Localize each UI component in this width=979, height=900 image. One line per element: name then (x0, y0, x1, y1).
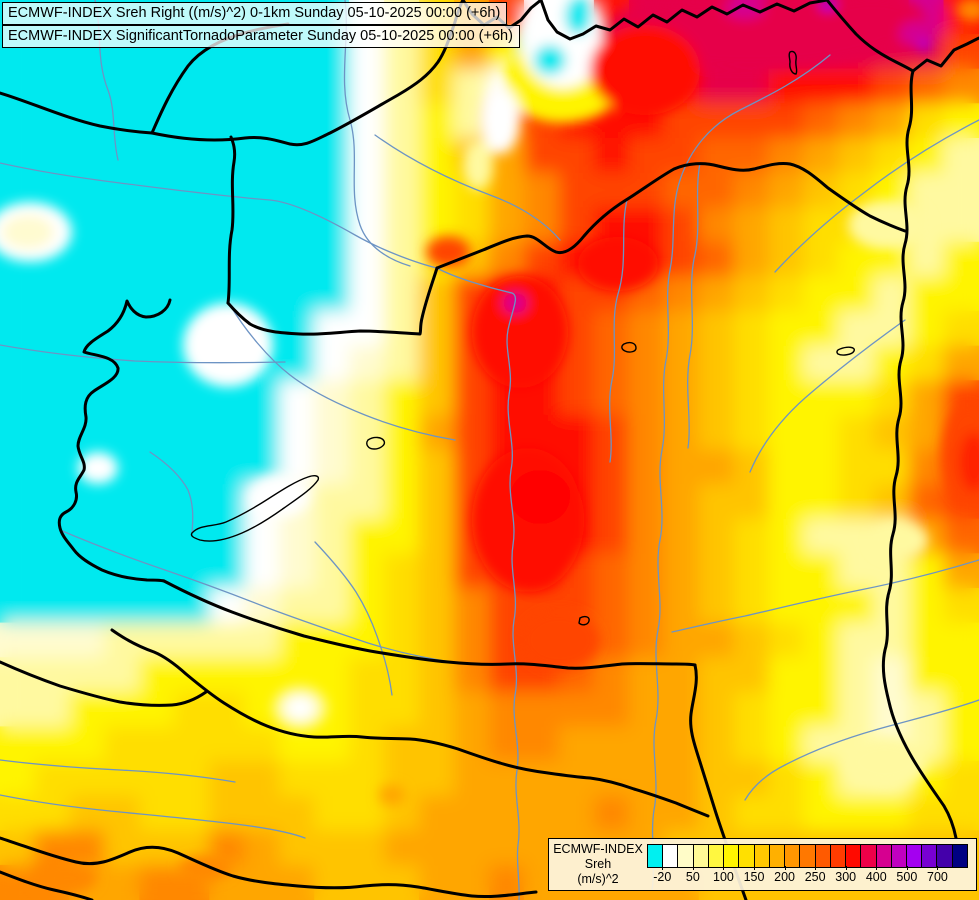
legend-tick-label: 200 (774, 870, 795, 884)
legend-tick-label: -20 (653, 870, 672, 884)
legend-tick (692, 866, 694, 870)
legend-tick (754, 866, 755, 870)
legend-tick-label: 700 (926, 870, 948, 884)
legend-tick-label: 50 (685, 870, 700, 884)
color-scale-legend: ECMWF-INDEX Sreh (m/s)^2 -20 50 100 150 200 2… (548, 838, 977, 891)
legend-title: ECMWF-INDEX Sreh (m/s)^2 (549, 842, 647, 887)
legend-tick (784, 866, 786, 870)
legend-tick (662, 866, 664, 870)
title-line-sreh: ECMWF-INDEX Sreh Right ((m/s)^2) 0-1km S… (2, 2, 508, 25)
legend-colorbar (647, 844, 968, 868)
legend-tick-label: 400 (865, 870, 887, 884)
legend-tick-label: 100 (712, 870, 734, 884)
legend-tick-labels: -20 50 100 150 200 250 300 400 500 700 (549, 839, 976, 890)
legend-color-cell (951, 844, 968, 868)
legend-tick (845, 866, 847, 870)
legend-tick-label: 150 (743, 870, 765, 884)
legend-title-parameter: Sreh (584, 857, 612, 871)
legend-tick (906, 866, 908, 870)
legend-tick-label: 500 (896, 870, 918, 884)
legend-tick-label: 250 (804, 870, 826, 884)
legend-tick (937, 866, 939, 870)
legend-tick-label: 300 (835, 870, 857, 884)
lake-outlines (190, 50, 856, 626)
legend-title-model: ECMWF-INDEX (553, 842, 643, 856)
legend-tick (815, 866, 817, 870)
title-line-tornado-parameter: ECMWF-INDEX SignificantTornadoParameter … (2, 25, 520, 48)
legend-tick (876, 866, 878, 870)
title-box: ECMWF-INDEX Sreh Right ((m/s)^2) 0-1km S… (2, 2, 520, 48)
legend-tick (723, 866, 725, 870)
legend-title-units: (m/s)^2 (577, 872, 619, 886)
